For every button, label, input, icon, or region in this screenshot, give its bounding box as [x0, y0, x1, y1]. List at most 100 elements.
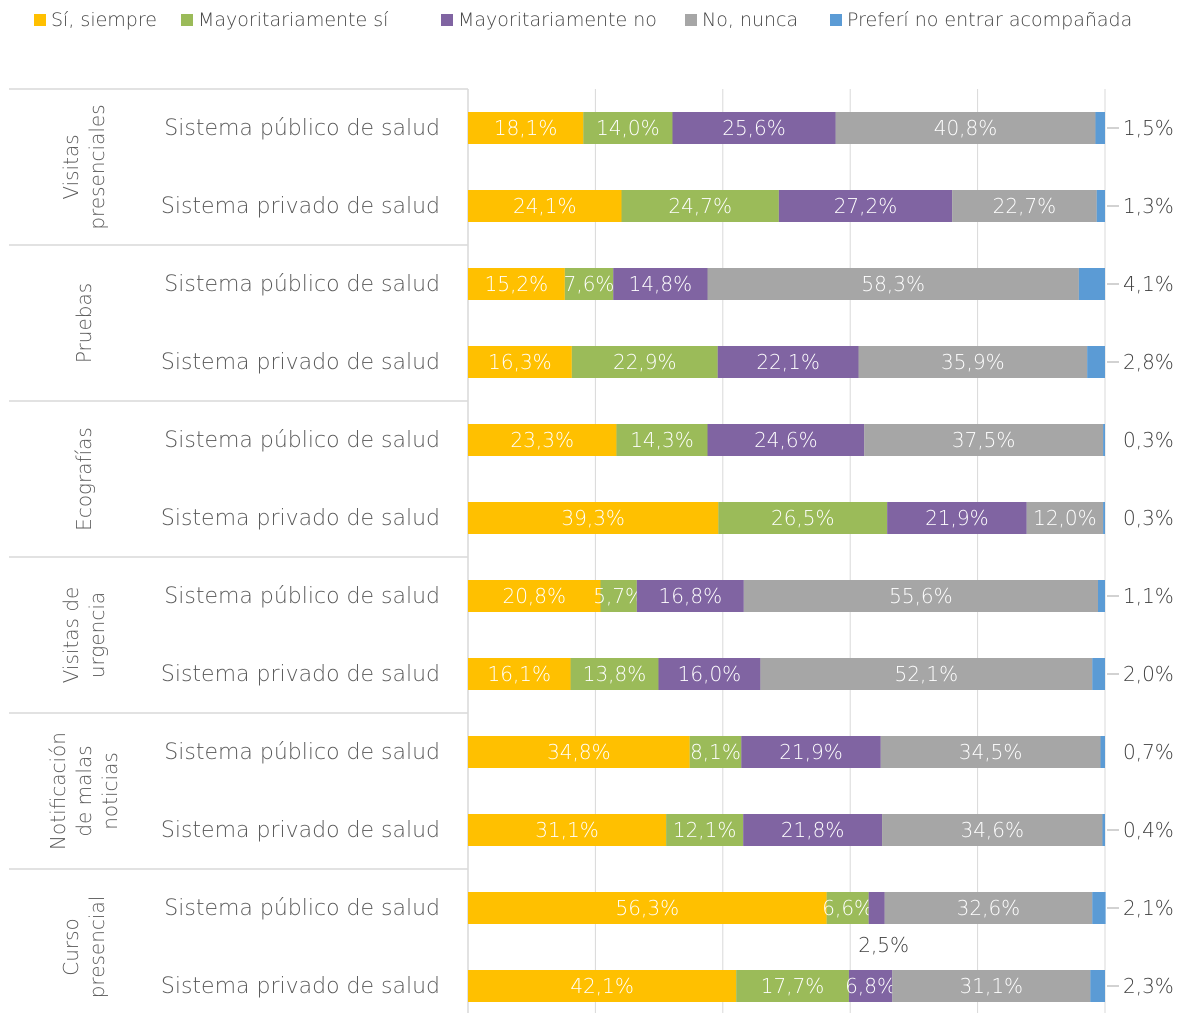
data-label: 14,0%: [596, 116, 660, 140]
legend-label: Sí, siempre: [51, 9, 157, 31]
data-label: 1,3%: [1123, 194, 1174, 218]
bar-segment-no-nunca: [952, 190, 1097, 222]
category-label: Sistema público de salud: [164, 428, 440, 453]
legend-item-mayoritariamente-si: Mayoritariamente sí: [181, 5, 388, 35]
bar-segment-mayoritariamente-no: [636, 580, 744, 612]
bar-segment-no-nunca: [892, 970, 1091, 1002]
data-label: 16,1%: [488, 662, 552, 686]
data-label: 2,1%: [1123, 896, 1174, 920]
group-label-line: Ecografías: [72, 427, 96, 531]
bar-segment-preferi-no-entrar-acompanada: [1092, 658, 1105, 690]
data-label: 34,8%: [547, 740, 611, 764]
data-label: 0,3%: [1123, 506, 1174, 530]
bar-segment-mayoritariamente-si: [571, 346, 718, 378]
data-label: 0,3%: [1123, 428, 1174, 452]
bar-segment-mayoritariamente-si: [689, 736, 742, 768]
bar-segment-mayoritariamente-no: [868, 892, 885, 924]
data-label: 24,1%: [513, 194, 577, 218]
bar-segment-mayoritariamente-si: [826, 892, 869, 924]
data-label: 55,6%: [889, 584, 953, 608]
bar-segment-si-siempre: [468, 892, 827, 924]
bar-segment-mayoritariamente-no: [658, 658, 761, 690]
bar-segment-si-siempre: [468, 658, 571, 690]
bar-segment-si-siempre: [468, 190, 622, 222]
category-label: Sistema público de salud: [164, 896, 440, 921]
data-label: 26,5%: [771, 506, 835, 530]
bar-segment-no-nunca: [864, 424, 1104, 456]
data-label: 0,4%: [1123, 818, 1174, 842]
data-label: 20,8%: [502, 584, 566, 608]
bar-segment-preferi-no-entrar-acompanada: [1097, 580, 1105, 612]
bar-segment-no-nunca: [880, 736, 1101, 768]
data-label: 7,6%: [564, 272, 615, 296]
group-label-line: presencial: [85, 896, 109, 999]
category-label: Sistema privado de salud: [161, 194, 440, 219]
bar-segment-si-siempre: [468, 502, 719, 534]
data-label: 16,0%: [678, 662, 742, 686]
data-label: 27,2%: [834, 194, 898, 218]
legend-label: Preferí no entrar acompañada: [847, 9, 1133, 31]
bar-segment-mayoritariamente-no: [741, 736, 881, 768]
data-label: 37,5%: [952, 428, 1016, 452]
category-label: Sistema privado de salud: [161, 974, 440, 999]
data-label: 2,0%: [1123, 662, 1174, 686]
bar-segment-mayoritariamente-si: [718, 502, 888, 534]
data-label: 22,9%: [613, 350, 677, 374]
bar-segment-preferi-no-entrar-acompanada: [1103, 424, 1105, 456]
group-label-line: Notificación: [46, 732, 70, 850]
data-label: 58,3%: [861, 272, 925, 296]
bar-segment-preferi-no-entrar-acompanada: [1095, 112, 1105, 144]
data-label: 6,6%: [822, 896, 873, 920]
bar-segment-si-siempre: [468, 112, 584, 144]
bar-segment-si-siempre: [468, 736, 690, 768]
bar-segment-mayoritariamente-no: [848, 970, 893, 1002]
bar-segment-mayoritariamente-no: [743, 814, 883, 846]
legend-swatch: [181, 14, 193, 26]
bar-segment-no-nunca: [882, 814, 1103, 846]
data-label: 34,5%: [959, 740, 1023, 764]
bar-segment-mayoritariamente-si: [616, 424, 708, 456]
legend-label: Mayoritariamente sí: [198, 9, 389, 31]
bar-segment-preferi-no-entrar-acompanada: [1102, 814, 1105, 846]
bar-segment-mayoritariamente-si: [621, 190, 779, 222]
legend-label: No, nunca: [702, 9, 799, 31]
bar-segment-preferi-no-entrar-acompanada: [1092, 892, 1106, 924]
data-label: 40,8%: [934, 116, 998, 140]
legend-swatch: [830, 14, 842, 26]
category-label: Sistema público de salud: [164, 272, 440, 297]
data-label: 12,0%: [1033, 506, 1097, 530]
bar-segment-no-nunca: [760, 658, 1093, 690]
legend-label: Mayoritariamente no: [458, 9, 657, 31]
bar-segment-mayoritariamente-no: [778, 190, 953, 222]
bar-segment-mayoritariamente-si: [583, 112, 673, 144]
data-label: 23,3%: [510, 428, 574, 452]
data-label: 22,1%: [756, 350, 820, 374]
data-label: 2,8%: [1123, 350, 1174, 374]
data-label: 1,1%: [1123, 584, 1174, 608]
bar-segment-no-nunca: [1026, 502, 1104, 534]
group-label-notificacion-de-malas-noticias: Notificación de malas noticias: [46, 732, 122, 850]
data-label: 8,1%: [690, 740, 741, 764]
bar-segment-mayoritariamente-no: [707, 424, 865, 456]
data-label: 17,7%: [761, 974, 825, 998]
bar-segment-mayoritariamente-si: [600, 580, 637, 612]
group-label-line: Visitas: [59, 134, 83, 199]
legend-swatch: [441, 14, 453, 26]
data-label: 31,1%: [535, 818, 599, 842]
group-label-line: presenciales: [85, 104, 109, 229]
bar-segment-preferi-no-entrar-acompanada: [1078, 268, 1105, 300]
category-label: Sistema privado de salud: [161, 818, 440, 843]
group-label-line: Curso: [59, 918, 83, 976]
data-label: 22,7%: [993, 194, 1057, 218]
group-label-ecografias: Ecografías: [72, 427, 96, 531]
bar-segment-si-siempre: [468, 580, 601, 612]
data-label: 25,6%: [722, 116, 786, 140]
data-label: 39,3%: [561, 506, 625, 530]
group-label-visitas-presenciales: Visitas presenciales: [59, 104, 109, 229]
bar-segment-mayoritariamente-si: [736, 970, 849, 1002]
legend-item-si-siempre: Sí, siempre: [34, 5, 157, 35]
group-label-line: Pruebas: [72, 283, 96, 363]
category-label: Sistema privado de salud: [161, 350, 440, 375]
data-label: 6,8%: [845, 974, 896, 998]
